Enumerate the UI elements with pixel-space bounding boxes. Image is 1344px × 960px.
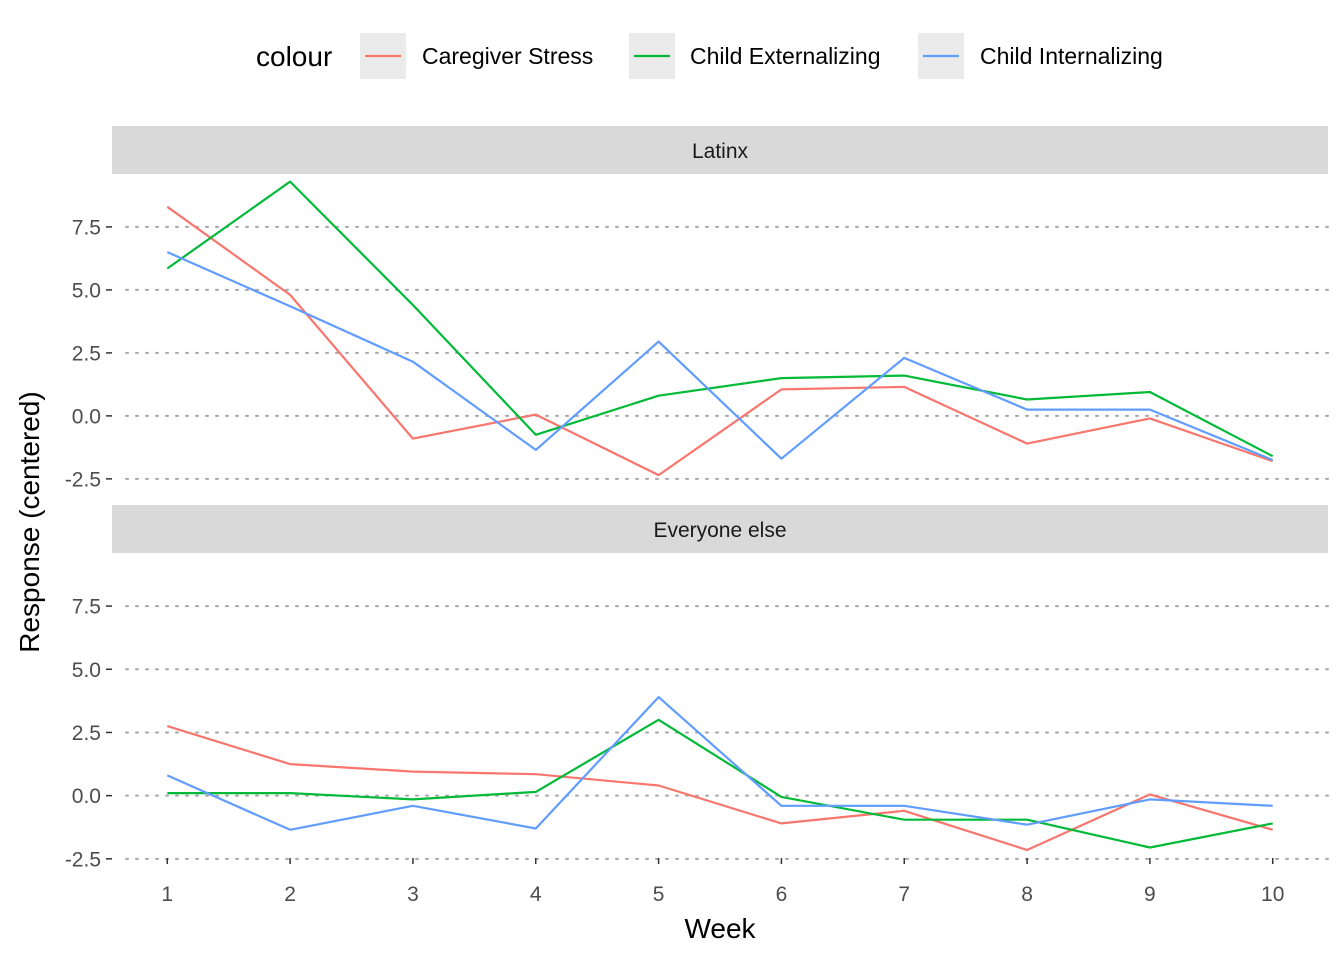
series-line-everyone-else-child-externalizing [167, 718, 1273, 849]
panel-everyone-else-series [166, 695, 1274, 852]
series-line-latinx-child-internalizing [166, 251, 1274, 462]
panel-latinx-series [166, 180, 1274, 477]
panel-everyone-else-gridlines [125, 605, 1329, 860]
y-tick-label: 5.0 [72, 279, 101, 302]
series-line-latinx-caregiver-stress [166, 205, 1274, 477]
panel-latinx-y-axis: -2.5 0.0 2.5 5.0 7.5 [65, 216, 112, 491]
legend: colour Caregiver Stress Child Externaliz… [256, 33, 1163, 79]
x-tick-label: 1 [161, 883, 173, 906]
y-tick-label: 7.5 [72, 216, 101, 239]
y-tick-label: 5.0 [72, 659, 101, 682]
legend-item-caregiver-stress: Caregiver Stress [360, 33, 593, 79]
strip-label-latinx: Latinx [692, 140, 749, 163]
panel-latinx-gridlines [125, 225, 1329, 480]
legend-item-child-internalizing: Child Internalizing [918, 33, 1163, 79]
strip-latinx [112, 126, 1328, 174]
series-line-everyone-else-child-internalizing [166, 695, 1273, 831]
y-tick-label: 0.0 [72, 405, 101, 428]
y-tick-label: 0.0 [72, 785, 101, 808]
y-tick-label: 2.5 [72, 342, 101, 365]
legend-label-child-externalizing: Child Externalizing [690, 43, 880, 69]
legend-title: colour [256, 41, 332, 72]
legend-item-child-externalizing: Child Externalizing [629, 33, 880, 79]
panel-everyone-else: Everyone else -2.5 0.0 2.5 5.0 7.5 [65, 505, 1329, 871]
y-tick-label: -2.5 [65, 848, 101, 871]
series-line-everyone-else-caregiver-stress [166, 725, 1274, 852]
x-tick-label: 5 [653, 883, 665, 906]
x-tick-label: 9 [1144, 883, 1156, 906]
legend-label-child-internalizing: Child Internalizing [980, 43, 1163, 69]
y-tick-label: 2.5 [72, 722, 101, 745]
x-tick-label: 4 [530, 883, 542, 906]
y-axis-title: Response (centered) [14, 391, 45, 652]
strip-label-everyone-else: Everyone else [653, 519, 786, 542]
x-axis-title: Week [684, 913, 756, 944]
x-tick-label: 8 [1021, 883, 1033, 906]
series-line-latinx-child-externalizing [166, 180, 1274, 458]
x-tick-label: 6 [776, 883, 788, 906]
y-tick-label: 7.5 [72, 596, 101, 619]
y-tick-label: -2.5 [65, 468, 101, 491]
legend-label-caregiver-stress: Caregiver Stress [422, 43, 593, 69]
x-tick-label: 2 [284, 883, 296, 906]
panel-everyone-else-y-axis: -2.5 0.0 2.5 5.0 7.5 [65, 596, 112, 871]
x-axis: 1 2 3 4 5 6 7 8 9 10 [161, 858, 1284, 906]
x-tick-label: 10 [1261, 883, 1284, 906]
x-tick-label: 7 [898, 883, 910, 906]
panel-latinx: Latinx -2.5 0.0 2.5 5.0 7.5 [65, 126, 1329, 491]
strip-everyone-else [112, 505, 1328, 553]
x-tick-label: 3 [407, 883, 419, 906]
